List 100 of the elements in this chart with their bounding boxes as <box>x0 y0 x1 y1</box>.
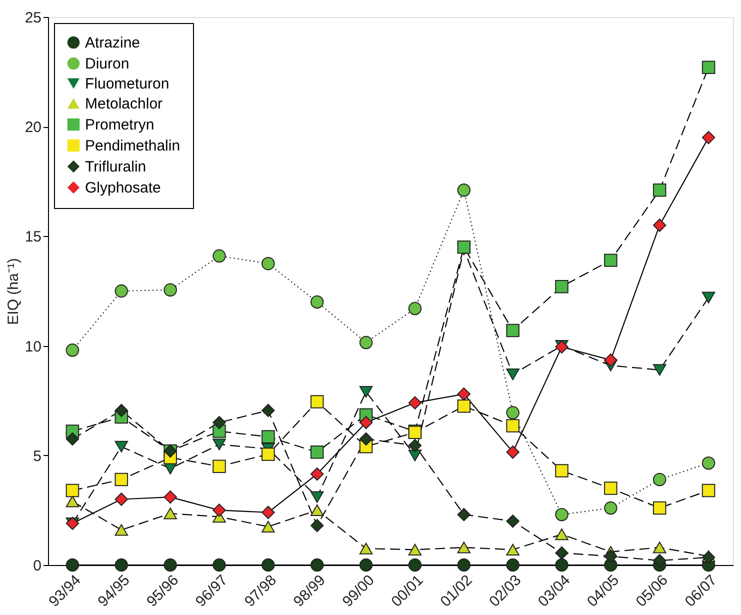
point <box>262 506 275 520</box>
point <box>114 492 128 506</box>
point <box>212 438 226 450</box>
point <box>604 550 618 563</box>
y-tick-label: 15 <box>24 228 42 246</box>
point <box>652 364 666 376</box>
point <box>114 524 128 536</box>
point <box>408 302 422 316</box>
point <box>652 218 666 232</box>
point <box>310 491 324 503</box>
point <box>359 416 373 430</box>
point <box>212 460 226 473</box>
point <box>359 542 373 554</box>
legend-label: Metolachlor <box>85 96 163 112</box>
point <box>702 456 716 470</box>
point <box>212 558 226 572</box>
point <box>555 528 568 540</box>
point <box>457 508 471 522</box>
point <box>164 558 177 572</box>
y-tick-label: 10 <box>24 338 42 356</box>
point <box>555 546 568 560</box>
point <box>555 280 568 294</box>
point <box>114 558 128 572</box>
point <box>114 404 128 418</box>
point <box>702 60 716 74</box>
y-tick-label: 25 <box>24 10 42 26</box>
point <box>408 558 422 572</box>
point <box>555 508 568 522</box>
point <box>310 518 324 532</box>
point <box>262 404 275 418</box>
point <box>310 395 324 408</box>
point <box>66 432 80 446</box>
point <box>457 542 471 554</box>
legend-label: Fluometuron <box>85 76 170 92</box>
point <box>604 501 618 515</box>
point <box>652 184 666 197</box>
point <box>702 130 716 144</box>
point <box>506 368 520 380</box>
point <box>262 430 275 444</box>
point <box>457 240 471 254</box>
point <box>262 448 275 461</box>
point <box>359 386 373 398</box>
point <box>310 467 324 481</box>
point <box>66 496 80 508</box>
legend-label: Pendimethalin <box>85 138 180 154</box>
point <box>164 508 177 520</box>
y-tick-label: 20 <box>24 119 42 136</box>
point <box>506 406 520 420</box>
point <box>164 490 177 504</box>
point <box>310 504 324 516</box>
point <box>652 542 666 554</box>
y-tick-label: 0 <box>33 558 42 574</box>
point <box>408 438 422 452</box>
point <box>457 387 471 401</box>
legend-label: Glyphosate <box>85 180 161 196</box>
point <box>506 324 520 338</box>
point <box>262 256 275 270</box>
point <box>652 501 666 515</box>
point <box>212 249 226 263</box>
point <box>702 292 716 304</box>
point <box>310 445 324 459</box>
point <box>555 464 568 478</box>
point <box>114 284 128 298</box>
point <box>506 419 520 432</box>
point <box>359 432 373 446</box>
point <box>262 520 275 532</box>
point <box>506 445 520 459</box>
point <box>457 399 471 413</box>
point <box>114 472 128 486</box>
point <box>408 450 422 462</box>
point <box>212 504 226 517</box>
point <box>66 558 80 572</box>
legend-label: Atrazine <box>85 34 140 52</box>
point <box>114 440 128 452</box>
point <box>408 544 422 556</box>
point <box>262 558 275 572</box>
point <box>457 558 471 572</box>
point <box>702 484 716 498</box>
point <box>310 295 324 309</box>
point <box>408 396 422 410</box>
point <box>66 484 80 498</box>
y-axis-title: EIQ (ha⁻¹) <box>4 258 22 325</box>
y-tick-label: 5 <box>33 448 42 465</box>
point <box>212 416 226 430</box>
point <box>555 558 568 572</box>
point <box>652 554 666 568</box>
legend-label: Prometryn <box>85 116 154 134</box>
point <box>506 558 520 572</box>
point <box>652 472 666 486</box>
point <box>506 514 520 528</box>
point <box>66 344 80 357</box>
point <box>359 336 373 350</box>
point <box>359 558 373 572</box>
point <box>164 283 177 297</box>
point <box>506 544 520 556</box>
point <box>604 254 618 267</box>
legend-label: Trifluralin <box>85 158 146 176</box>
point <box>604 353 618 367</box>
point <box>310 558 324 572</box>
point <box>457 184 471 197</box>
